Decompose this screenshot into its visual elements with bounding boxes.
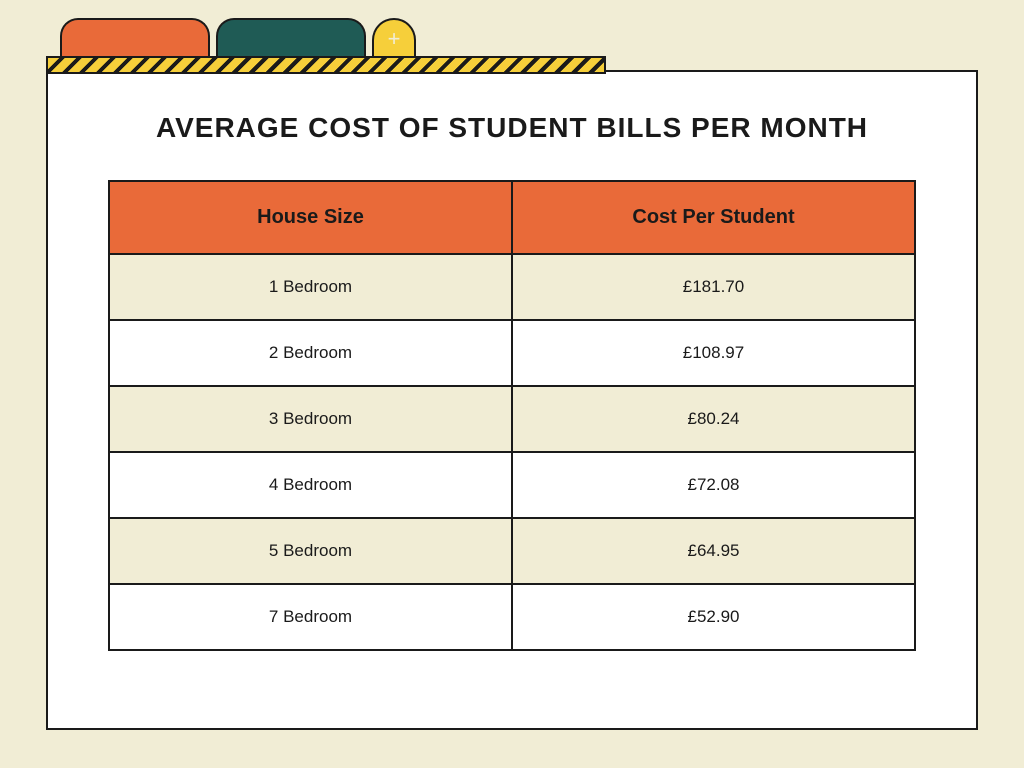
table-row: 1 Bedroom £181.70: [109, 254, 915, 320]
hatched-divider: [46, 56, 606, 74]
cell-cost: £72.08: [512, 452, 915, 518]
content-card: AVERAGE COST OF STUDENT BILLS PER MONTH …: [46, 70, 978, 730]
table-row: 7 Bedroom £52.90: [109, 584, 915, 650]
table-row: 2 Bedroom £108.97: [109, 320, 915, 386]
table-row: 5 Bedroom £64.95: [109, 518, 915, 584]
page-title: AVERAGE COST OF STUDENT BILLS PER MONTH: [108, 112, 916, 144]
cell-cost: £108.97: [512, 320, 915, 386]
cell-cost: £64.95: [512, 518, 915, 584]
folder-tabs: +: [60, 18, 416, 58]
tab-orange: [60, 18, 210, 58]
cell-cost: £181.70: [512, 254, 915, 320]
table-header-row: House Size Cost Per Student: [109, 181, 915, 254]
bills-table: House Size Cost Per Student 1 Bedroom £1…: [108, 180, 916, 651]
table-row: 4 Bedroom £72.08: [109, 452, 915, 518]
cell-house-size: 4 Bedroom: [109, 452, 512, 518]
cell-house-size: 1 Bedroom: [109, 254, 512, 320]
cell-house-size: 7 Bedroom: [109, 584, 512, 650]
cell-house-size: 3 Bedroom: [109, 386, 512, 452]
cell-cost: £52.90: [512, 584, 915, 650]
add-tab: +: [372, 18, 416, 58]
col-cost: Cost Per Student: [512, 181, 915, 254]
tab-teal: [216, 18, 366, 58]
cell-house-size: 2 Bedroom: [109, 320, 512, 386]
table-row: 3 Bedroom £80.24: [109, 386, 915, 452]
col-house-size: House Size: [109, 181, 512, 254]
cell-cost: £80.24: [512, 386, 915, 452]
plus-icon: +: [388, 28, 401, 50]
cell-house-size: 5 Bedroom: [109, 518, 512, 584]
